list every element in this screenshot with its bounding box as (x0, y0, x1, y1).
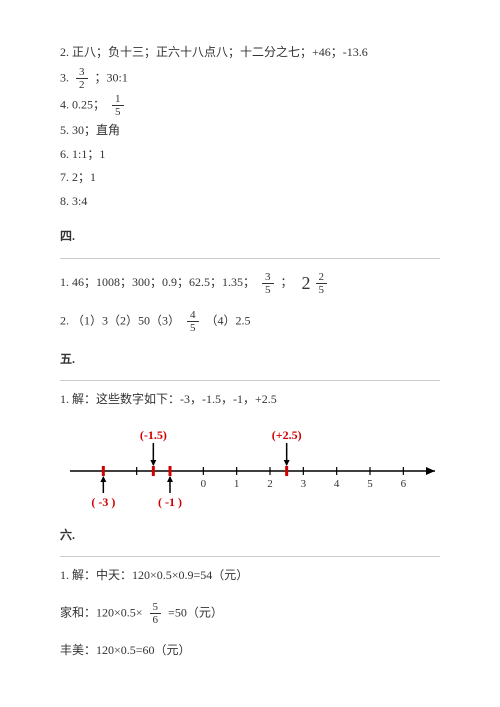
num: 2 (316, 271, 328, 284)
s6-2-prefix: 家和：120×0.5× (60, 605, 143, 619)
s6-3: 丰美：120×0.5=60（元） (60, 640, 440, 662)
section-6: 六. (60, 525, 440, 547)
svg-text:( -1 ): ( -1 ) (158, 495, 182, 509)
frac: 2 5 (316, 271, 328, 296)
num: 1 (112, 93, 124, 106)
s4-1-prefix: 1. 46；1008；300；0.9；62.5；1.35； (60, 275, 255, 289)
svg-text:6: 6 (401, 478, 407, 490)
svg-text:(-1.5): (-1.5) (140, 428, 167, 442)
q6: 6. 1:1；1 (60, 144, 440, 166)
mixed-2-2-5: 2 2 5 (302, 267, 332, 299)
svg-text:1: 1 (234, 478, 240, 490)
q7: 7. 2；1 (60, 167, 440, 189)
s5-1: 1. 解：这些数字如下：-3，-1.5，-1，+2.5 (60, 389, 440, 411)
q3: 3. 3 2 ；30:1 (60, 66, 440, 91)
frac-4-5: 4 5 (187, 309, 199, 334)
frac-3-2: 3 2 (76, 66, 88, 91)
s4-2-suffix: （4）2.5 (206, 314, 251, 328)
s4-1-mid: ； (281, 275, 293, 289)
q8: 8. 3:4 (60, 191, 440, 213)
svg-text:5: 5 (367, 478, 373, 490)
num: 3 (76, 66, 88, 79)
s4-1: 1. 46；1008；300；0.9；62.5；1.35； 3 5 ； 2 2 … (60, 267, 440, 299)
s4-2-prefix: 2. （1）3（2）50（3） (60, 314, 180, 328)
svg-text:2: 2 (267, 478, 273, 490)
den: 6 (150, 614, 162, 626)
frac-5-6: 5 6 (150, 601, 162, 626)
den: 5 (262, 284, 274, 296)
num: 5 (150, 601, 162, 614)
divider (60, 556, 440, 557)
divider (60, 380, 440, 381)
s6-1: 1. 解：中天：120×0.5×0.9=54（元） (60, 565, 440, 587)
svg-text:3: 3 (301, 478, 307, 490)
divider (60, 258, 440, 259)
s6-2: 家和：120×0.5× 5 6 =50（元） (60, 601, 440, 626)
den: 5 (187, 322, 199, 334)
den: 5 (112, 106, 124, 118)
frac-3-5: 3 5 (262, 271, 274, 296)
whole: 2 (302, 267, 311, 299)
den: 5 (316, 284, 328, 296)
svg-text:(+2.5): (+2.5) (272, 428, 302, 442)
s4-2: 2. （1）3（2）50（3） 4 5 （4）2.5 (60, 309, 440, 334)
q4: 4. 0.25； 1 5 (60, 93, 440, 118)
den: 2 (76, 79, 88, 91)
svg-text:4: 4 (334, 478, 340, 490)
q3-suffix: ；30:1 (95, 70, 128, 84)
s6-2-suffix: =50（元） (168, 605, 223, 619)
number-line-diagram: 0 1 2 3 4 5 6 (-1.5) (+2.5) ( -3 ) ( -1 ) (60, 421, 440, 511)
num: 4 (187, 309, 199, 322)
svg-text:0: 0 (201, 478, 207, 490)
q5: 5. 30；直角 (60, 120, 440, 142)
section-4: 四. (60, 226, 440, 248)
svg-text:( -3 ): ( -3 ) (91, 495, 115, 509)
section-5: 五. (60, 349, 440, 371)
frac-1-5: 1 5 (112, 93, 124, 118)
num: 3 (262, 271, 274, 284)
q2: 2. 正八；负十三；正六十八点八；十二分之七；+46；-13.6 (60, 42, 440, 64)
q4-prefix: 4. 0.25； (60, 97, 105, 111)
q3-prefix: 3. (60, 70, 69, 84)
